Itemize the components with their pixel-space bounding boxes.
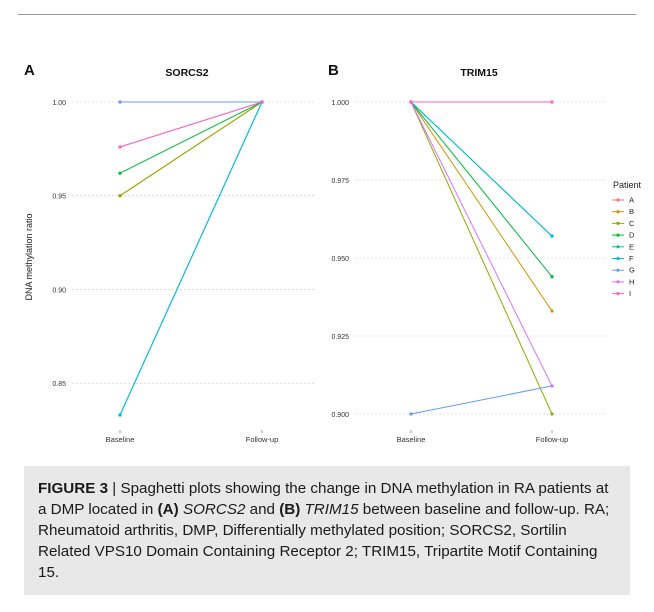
series-line-I <box>119 101 263 148</box>
series-line-C <box>119 101 263 197</box>
legend-title: Patient <box>613 180 642 190</box>
caption-text-2: and <box>245 501 280 518</box>
series-point-I <box>550 100 554 104</box>
legend-key-point <box>616 221 620 225</box>
series-point-G <box>118 100 122 104</box>
series-point-G <box>409 412 413 416</box>
figure-caption: FIGURE 3 | Spaghetti plots showing the c… <box>24 466 630 595</box>
y-tick-label: 0.85 <box>52 381 66 388</box>
series-point-I <box>409 100 413 104</box>
panel-a-label: A <box>24 62 35 79</box>
legend-key-point <box>616 245 620 249</box>
x-tick-label: Baseline <box>106 435 135 444</box>
series-line-C <box>410 101 553 415</box>
top-rule <box>18 14 636 15</box>
series-point-D <box>118 171 122 175</box>
caption-text-3: between baseline and follow-up. RA; Rheu… <box>38 501 610 581</box>
y-tick-label: 0.95 <box>52 194 66 201</box>
panel-a-yticks: 1.00 0.95 0.90 0.85 <box>52 100 66 388</box>
x-tick-label: Follow-up <box>246 435 279 444</box>
series-point-C <box>550 412 554 416</box>
caption-ref-b: (B) <box>279 501 301 518</box>
legend-label: D <box>629 231 635 240</box>
legend-key-point <box>616 233 620 237</box>
panel-a-xticks: Baseline Follow-up <box>106 430 279 444</box>
series-line-F <box>119 101 263 416</box>
legend-label: B <box>629 207 634 216</box>
legend-label: H <box>629 277 634 286</box>
panel-b-yticks: 1.000 0.975 0.950 0.925 0.900 <box>331 100 349 419</box>
y-tick-label: 0.975 <box>331 178 349 185</box>
panel-b-xticks: Baseline Follow-up <box>397 430 569 444</box>
series-line-B <box>410 101 553 312</box>
series-point-F <box>550 234 554 238</box>
panel-a: A SORCS2 1.00 0.95 0.90 0.85 Baseline Follow… <box>24 62 316 444</box>
legend-key-point <box>616 268 620 272</box>
legend-label: F <box>629 254 634 263</box>
y-tick-label: 0.950 <box>331 256 349 263</box>
panel-b-title: TRIM15 <box>460 67 498 79</box>
panel-a-title: SORCS2 <box>165 67 208 79</box>
series-line-D <box>410 101 553 278</box>
caption-separator: | <box>108 480 121 497</box>
series-point-C <box>118 194 122 198</box>
caption-figure-label: FIGURE 3 <box>38 480 109 497</box>
panel-a-series <box>118 100 264 417</box>
figure-plots: A SORCS2 1.00 0.95 0.90 0.85 Baseline Follow… <box>24 62 642 444</box>
legend-key-point <box>616 256 620 261</box>
series-point-B <box>550 309 554 313</box>
caption-gene-b: TRIM15 <box>304 501 359 518</box>
series-line-H <box>410 101 553 387</box>
legend-label: A <box>629 196 634 205</box>
legend-key-point <box>616 210 620 214</box>
y-tick-label: 0.900 <box>331 412 349 419</box>
legend-key-point <box>616 280 620 284</box>
series-line-D <box>119 101 263 174</box>
legend-key-point <box>616 198 620 202</box>
y-tick-label: 1.00 <box>52 100 66 107</box>
panel-b: B TRIM15 1.000 0.975 0.950 0.925 0.900 Basel… <box>328 62 606 444</box>
y-axis-label: DNA methylation ratio <box>24 213 34 300</box>
x-tick-label: Follow-up <box>536 435 569 444</box>
legend-label: C <box>629 219 635 228</box>
series-line-G <box>410 385 553 415</box>
series-point-I <box>118 145 122 149</box>
series-line-F <box>410 101 553 237</box>
series-point-I <box>260 100 264 104</box>
panel-b-gridlines <box>355 101 606 415</box>
legend-label: E <box>629 242 634 251</box>
series-point-D <box>550 275 554 279</box>
legend-key-point <box>616 292 620 296</box>
series-point-H <box>550 384 554 388</box>
panel-b-label: B <box>328 62 339 79</box>
panel-a-gridlines <box>72 101 316 384</box>
series-point-F <box>118 413 122 417</box>
caption-text-1: Spaghetti plots showing the change in DN… <box>38 480 609 518</box>
panel-b-series <box>409 100 554 416</box>
y-tick-label: 0.90 <box>52 287 66 294</box>
y-tick-label: 1.000 <box>331 100 349 107</box>
x-tick-label: Baseline <box>397 435 426 444</box>
caption-gene-a: SORCS2 <box>182 501 246 518</box>
y-tick-label: 0.925 <box>331 334 349 341</box>
legend-label: G <box>629 266 635 275</box>
legend-label: I <box>629 289 631 298</box>
caption-ref-a: (A) <box>157 501 179 518</box>
